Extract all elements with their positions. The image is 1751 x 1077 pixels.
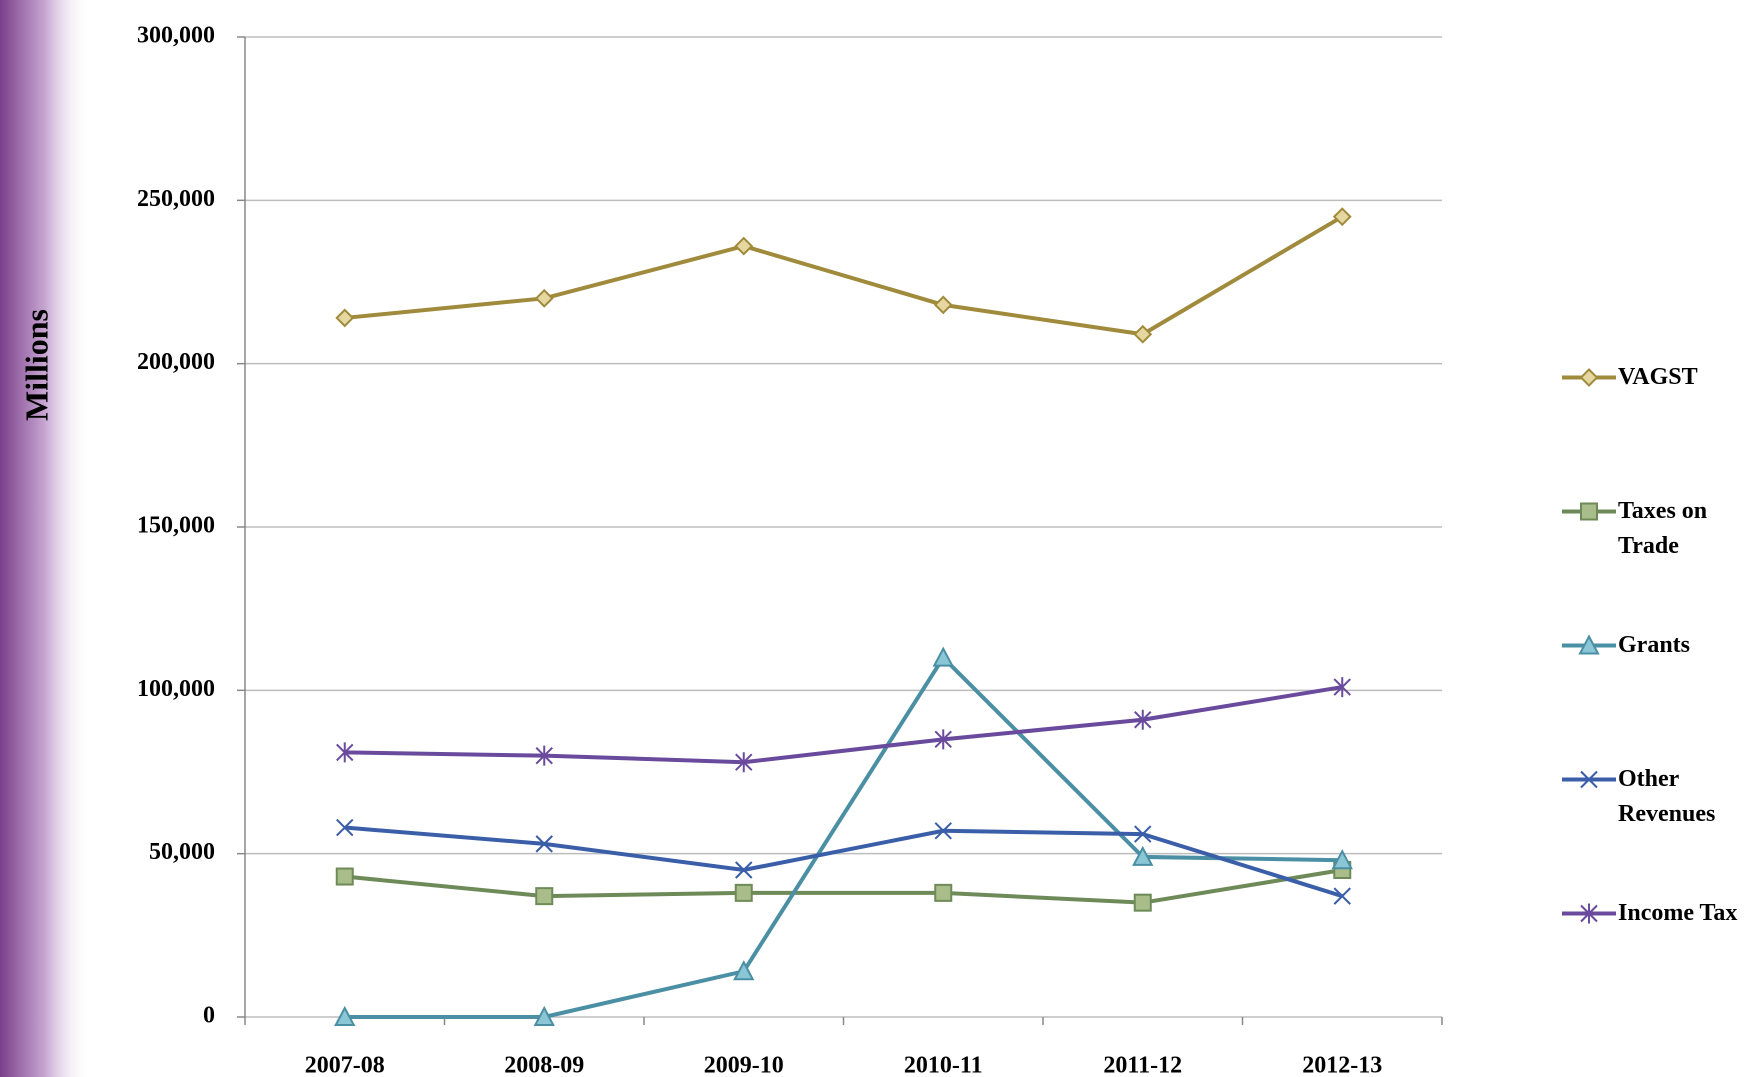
y-tick-label: 300,000 bbox=[137, 23, 215, 49]
page: Millions 0 50,000 100,000 150,000 200,000 250… bbox=[0, 0, 1751, 1077]
x-tick-label: 2010-11 bbox=[904, 1053, 983, 1077]
marker bbox=[934, 649, 952, 666]
legend-swatch bbox=[1560, 896, 1618, 931]
x-tick-label: 2007-08 bbox=[305, 1053, 385, 1077]
y-tick-label: 100,000 bbox=[137, 676, 215, 702]
marker bbox=[935, 297, 951, 313]
legend-swatch bbox=[1560, 360, 1618, 395]
x-tick-label: 2011-12 bbox=[1103, 1053, 1182, 1077]
legend-label: VAGST bbox=[1618, 360, 1750, 395]
legend-label: Other Revenues bbox=[1618, 762, 1750, 832]
marker bbox=[337, 310, 353, 326]
legend-item: Income Tax bbox=[1560, 896, 1750, 931]
legend-label: Income Tax bbox=[1618, 896, 1750, 931]
series-line bbox=[345, 217, 1343, 335]
marker bbox=[736, 238, 752, 254]
legend-swatch bbox=[1560, 628, 1618, 663]
marker bbox=[1581, 504, 1597, 520]
x-tick-label: 2012-13 bbox=[1302, 1053, 1382, 1077]
y-tick-label: 0 bbox=[203, 1003, 215, 1029]
series-line bbox=[345, 870, 1343, 903]
legend-item: Grants bbox=[1560, 628, 1750, 663]
marker bbox=[337, 869, 353, 885]
marker bbox=[536, 888, 552, 904]
chart: Millions 0 50,000 100,000 150,000 200,000 250… bbox=[0, 0, 1751, 1077]
legend-swatch bbox=[1560, 494, 1618, 529]
x-tick-label: 2009-10 bbox=[704, 1053, 784, 1077]
legend-swatch bbox=[1560, 762, 1618, 797]
marker bbox=[536, 290, 552, 306]
legend-label: Grants bbox=[1618, 628, 1750, 663]
marker bbox=[1135, 895, 1151, 911]
y-axis-title: Millions bbox=[18, 309, 54, 421]
x-tick-label: 2008-09 bbox=[504, 1053, 584, 1077]
edge-decoration bbox=[0, 0, 90, 1077]
y-tick-label: 250,000 bbox=[137, 186, 215, 212]
legend-label: Taxes on Trade bbox=[1618, 494, 1750, 564]
legend-item: Taxes on Trade bbox=[1560, 494, 1750, 564]
series-line bbox=[345, 687, 1343, 762]
marker bbox=[736, 885, 752, 901]
y-tick-label: 200,000 bbox=[137, 349, 215, 375]
marker bbox=[935, 885, 951, 901]
y-tick-label: 50,000 bbox=[149, 839, 215, 865]
series-line bbox=[345, 828, 1343, 897]
legend-item: Other Revenues bbox=[1560, 762, 1750, 832]
legend-item: VAGST bbox=[1560, 360, 1750, 395]
y-tick-label: 150,000 bbox=[137, 513, 215, 539]
marker bbox=[1581, 370, 1597, 386]
